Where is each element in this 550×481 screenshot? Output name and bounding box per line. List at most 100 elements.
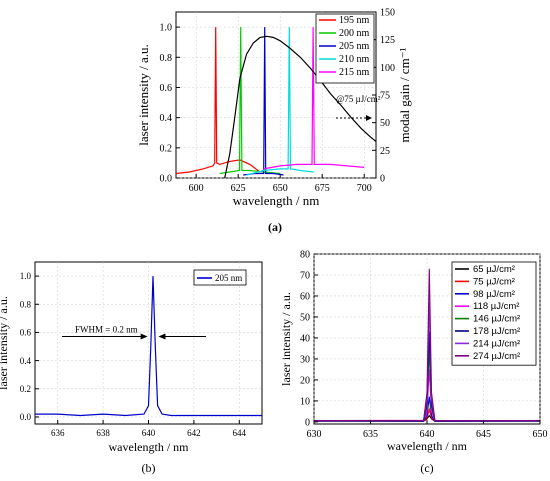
a-y-tick-label: 0.2 (160, 143, 173, 154)
c-y-tick-label: 70 (300, 270, 310, 281)
b-x-tick-label: 638 (96, 428, 110, 438)
chart-a: 600 625 650 675 700 0.0 0.2 0.4 0.6 0.8 1.0 0 25 50… (136, 8, 412, 235)
b-x-tick-label: 644 (233, 428, 247, 438)
a-legend-label: 210 nm (339, 54, 370, 65)
chart-b-annotation: FWHM = 0.2 nm (62, 325, 206, 340)
a-y2-tick-label: 50 (380, 118, 390, 129)
b-series-line (35, 276, 262, 417)
a-x-tick-label: 625 (231, 183, 246, 194)
b-y-tick-label: 0.0 (20, 412, 32, 422)
chart-b-x-axis-label: wavelength / nm (109, 440, 190, 454)
c-legend-label: 214 µJ/cm² (473, 338, 520, 349)
chart-a-x-axis-label: wavelength / nm (233, 193, 320, 208)
a-x-tick-label: 675 (315, 183, 330, 194)
a-y-tick-label: 0.0 (160, 174, 173, 185)
a-series-line (263, 27, 365, 170)
a-series-line (243, 27, 284, 176)
a-y2-tick-label: 25 (380, 146, 390, 157)
a-series-line (219, 27, 281, 175)
chart-c-x-axis-label: wavelength / nm (387, 439, 468, 453)
a-y-tick-label: 0.8 (160, 53, 173, 64)
chart-a-legend: 195 nm 200 nm 205 nm 210 nm 215 nm (315, 13, 375, 84)
b-y-tick-label: 0.8 (20, 299, 32, 309)
a-legend-label: 195 nm (339, 15, 370, 26)
c-y-tick-label: 20 (300, 375, 310, 386)
a-x-tick-label: 600 (189, 183, 204, 194)
c-y-tick-label: 0 (305, 417, 310, 428)
chart-b-annotation-text: FWHM = 0.2 nm (75, 325, 138, 335)
chart-c-y-ticks: 0 10 20 30 40 50 60 70 80 (300, 250, 318, 428)
chart-a-annotation: @75 µJ/cm² (336, 94, 381, 121)
a-legend-label: 200 nm (339, 28, 370, 39)
chart-a-x-ticks: 600 625 650 675 700 (189, 174, 372, 194)
chart-b: 636 638 640 642 644 0.0 0.2 0.4 0.6 0.8 1.0 wavel… (0, 261, 263, 475)
a-legend-label: 215 nm (339, 67, 370, 78)
a-y2-tick-label: 0 (380, 174, 385, 185)
chart-b-y-ticks: 0.0 0.2 0.4 0.6 0.8 1.0 (20, 271, 39, 422)
chart-a-y2-ticks: 0 25 50 75 100 125 150 (372, 8, 395, 185)
b-x-tick-label: 640 (142, 428, 156, 438)
c-x-tick-label: 640 (420, 429, 435, 440)
c-x-tick-label: 630 (307, 429, 322, 440)
c-y-tick-label: 50 (300, 312, 310, 323)
c-y-tick-label: 10 (300, 396, 310, 407)
chart-a-series (176, 27, 376, 178)
chart-a-annotation-arrowhead (366, 115, 372, 121)
chart-c-series (314, 268, 540, 423)
chart-a-grid (176, 12, 376, 179)
panel-label-a: (a) (268, 220, 282, 234)
a-y-tick-label: 0.6 (160, 83, 173, 94)
chart-b-series (35, 276, 262, 417)
chart-b-y-axis-label: laser intensity / a.u. (0, 296, 10, 390)
c-legend-label: 274 µJ/cm² (473, 351, 520, 362)
b-legend-box (193, 269, 247, 286)
a-y-tick-label: 0.4 (160, 113, 173, 124)
a-series-line (246, 27, 314, 176)
chart-b-grid (35, 262, 262, 424)
b-y-tick-label: 0.2 (20, 384, 31, 394)
c-legend-label: 65 µJ/cm² (473, 264, 515, 275)
a-y2-tick-label: 150 (380, 8, 395, 19)
a-series-line (224, 35, 376, 178)
chart-c-y-axis-label: laser intensity / a.u. (279, 292, 293, 386)
panel-label-b: (b) (142, 461, 156, 475)
c-x-tick-label: 635 (363, 429, 378, 440)
b-x-tick-label: 642 (187, 428, 201, 438)
b-y-tick-label: 0.6 (20, 328, 32, 338)
chart-b-fwhm-left-arrowhead (140, 333, 148, 340)
b-y-tick-label: 0.4 (20, 356, 32, 366)
b-legend-label: 205 nm (215, 273, 242, 283)
b-y-tick-label: 1.0 (20, 271, 32, 281)
chart-a-y2-axis-label: modal gain / cm⁻¹ (397, 47, 412, 142)
c-legend-label: 98 µJ/cm² (473, 289, 515, 300)
chart-b-legend: 205 nm (193, 269, 247, 286)
a-legend-label: 205 nm (339, 41, 370, 52)
a-x-tick-label: 700 (357, 183, 372, 194)
chart-a-annotation-text: @75 µJ/cm² (336, 94, 381, 104)
c-y-tick-label: 30 (300, 354, 310, 365)
b-x-tick-label: 636 (51, 428, 65, 438)
c-x-tick-label: 645 (476, 429, 491, 440)
c-legend-label: 75 µJ/cm² (473, 276, 515, 287)
c-series-line (314, 268, 540, 422)
c-legend-box (451, 261, 537, 366)
chart-c: 630 635 640 645 650 0 10 20 30 40 50 60 70 80 wavele… (279, 250, 548, 476)
a-y2-tick-label: 125 (380, 35, 395, 46)
c-legend-label: 146 µJ/cm² (473, 314, 520, 325)
chart-a-y-ticks: 0.0 0.2 0.4 0.6 0.8 1.0 (160, 23, 180, 185)
a-y-tick-label: 1.0 (160, 23, 173, 34)
chart-a-y-axis-label: laser intensity / a.u. (136, 44, 151, 145)
c-y-tick-label: 60 (300, 291, 310, 302)
chart-c-x-ticks: 630 635 640 645 650 (307, 420, 548, 440)
c-y-tick-label: 40 (300, 333, 310, 344)
chart-b-fwhm-right-arrowhead (158, 333, 166, 340)
c-legend-label: 118 µJ/cm² (473, 301, 519, 312)
c-x-tick-label: 650 (533, 429, 548, 440)
a-y2-tick-label: 75 (380, 91, 390, 102)
panel-label-c: (c) (420, 461, 433, 475)
a-x-tick-label: 650 (273, 183, 288, 194)
c-legend-label: 178 µJ/cm² (473, 326, 520, 337)
c-y-tick-label: 80 (300, 250, 310, 261)
